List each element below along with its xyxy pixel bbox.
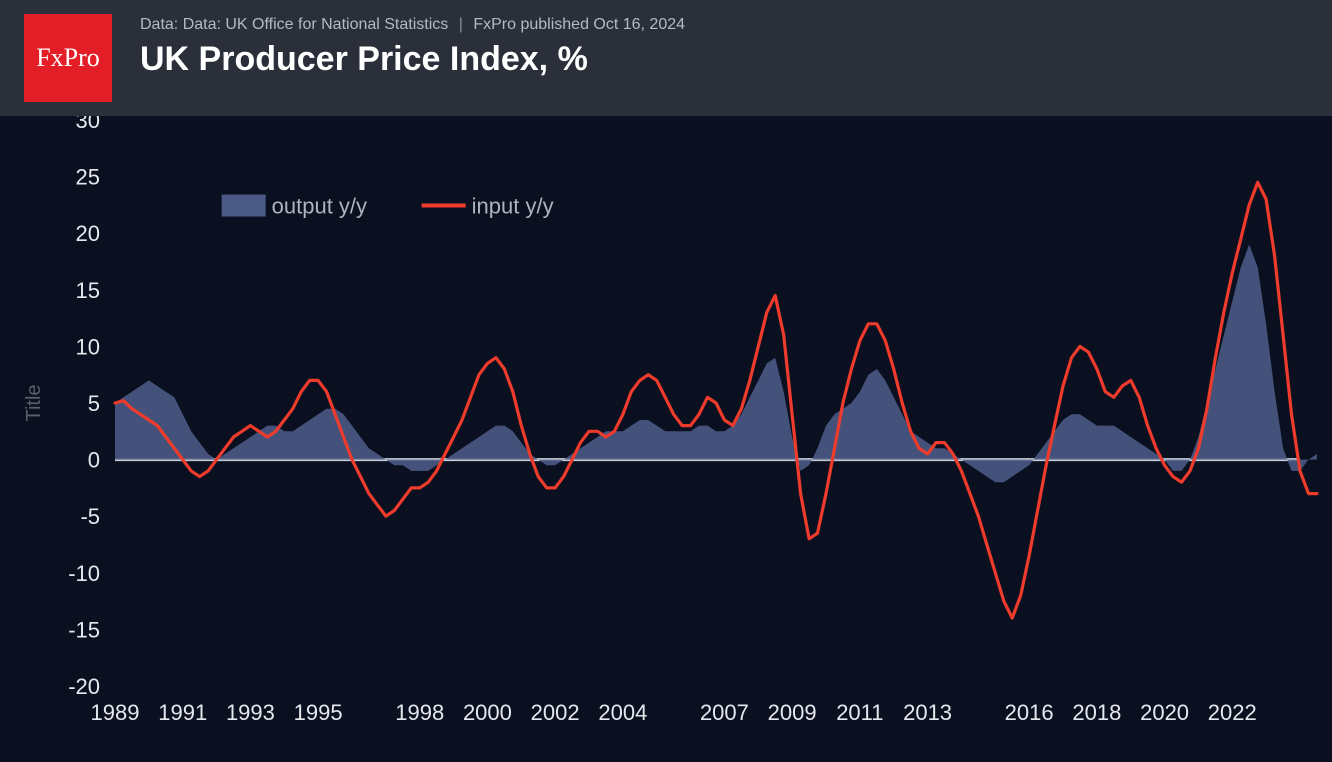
publisher: FxPro published Oct 16, 2024 [473,16,685,33]
y-tick-label: 30 [76,116,100,133]
legend-swatch-output [222,195,266,217]
y-tick-label: -10 [68,561,100,586]
header-bar: FxPro Data: Data: UK Office for National… [0,0,1332,116]
separator-icon: | [459,16,463,33]
y-tick-label: -20 [68,674,100,699]
ppi-chart: -20 -15 -10 -5 0 5 10 15 20 25 30 Title 1989 1991 1993… [0,116,1332,762]
x-tick-label: 2000 [463,700,512,725]
y-tick-label: 20 [76,221,100,246]
x-tick-label: 1989 [91,700,140,725]
x-tick-label: 2009 [768,700,817,725]
x-tick-label: 2020 [1140,700,1189,725]
y-tick-label: 0 [88,448,100,473]
x-tick-label: 2004 [598,700,647,725]
x-tick-label: 2016 [1005,700,1054,725]
logo-text: FxPro [36,43,100,73]
x-tick-label: 2002 [531,700,580,725]
legend-label-input: input y/y [472,194,554,219]
data-source: Data: Data: UK Office for National Stati… [140,16,448,33]
x-tick-label: 2011 [836,700,883,725]
x-tick-label: 1998 [395,700,444,725]
y-tick-label: 5 [88,391,100,416]
x-tick-label: 1995 [294,700,343,725]
series-output-area [115,245,1317,483]
series-input-line [115,182,1317,618]
x-tick-label: 2022 [1208,700,1257,725]
y-tick-label: 10 [76,334,100,359]
source-line: Data: Data: UK Office for National Stati… [140,16,685,34]
legend-label-output: output y/y [272,194,367,219]
x-tick-label: 2007 [700,700,749,725]
x-tick-label: 2013 [903,700,952,725]
y-tick-label: -15 [68,617,100,642]
y-tick-label: -5 [80,504,100,529]
header-text: Data: Data: UK Office for National Stati… [140,16,685,79]
x-tick-label: 2018 [1072,700,1121,725]
x-tick-label: 1991 [158,700,207,725]
y-tick-label: 15 [76,278,100,303]
chart-title: UK Producer Price Index, % [140,40,685,79]
chart-area: -20 -15 -10 -5 0 5 10 15 20 25 30 Title 1989 1991 1993… [0,116,1332,762]
y-axis-title: Title [23,384,45,421]
y-tick-label: 25 [76,165,100,190]
fxpro-logo: FxPro [24,14,112,102]
x-tick-label: 1993 [226,700,275,725]
